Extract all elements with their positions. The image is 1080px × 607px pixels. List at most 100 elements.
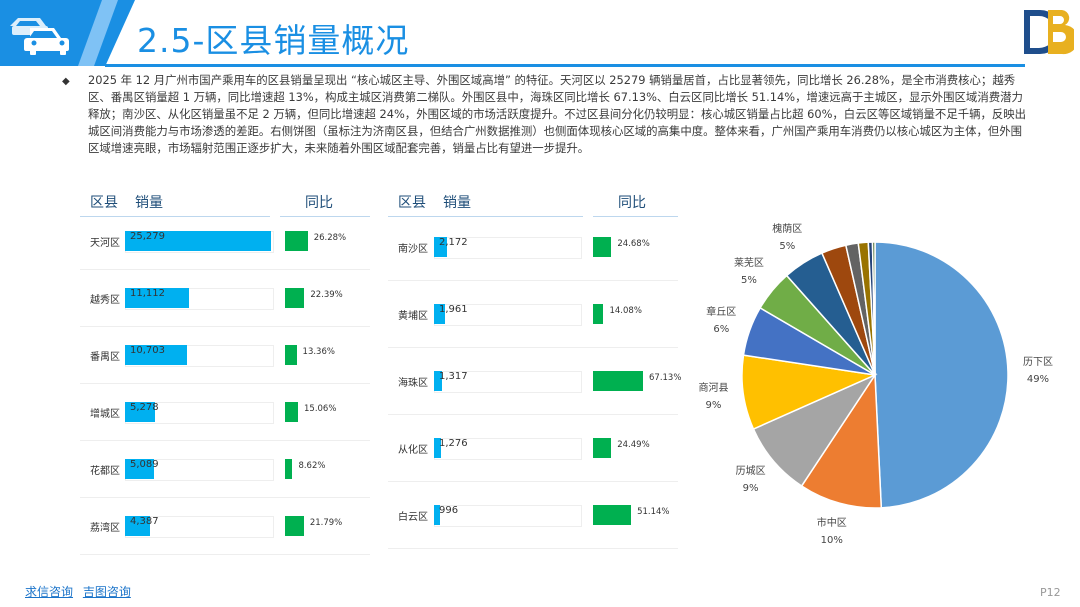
table-row: 南沙区 2,172 24.68%: [388, 232, 678, 281]
pie-slice: [871, 241, 876, 376]
pie-slice-label: 商河县 9%: [693, 380, 733, 414]
row-separator: [80, 496, 370, 498]
yoy-bar: [285, 231, 308, 251]
table-row: 增城区 5,278 15.06%: [80, 397, 370, 441]
district-name: 白云区: [398, 512, 428, 523]
sales-value: 10,703: [130, 345, 165, 356]
yoy-value: 67.13%: [649, 373, 682, 383]
sales-bar: [125, 516, 151, 536]
table-header: 区县 销量 同比: [388, 190, 678, 217]
pie-slice: [800, 372, 883, 509]
pie-slice-percent: 49%: [1026, 374, 1050, 386]
pie-svg: [741, 241, 1009, 509]
district-name: 南沙区: [398, 244, 428, 255]
yoy-bar: [593, 371, 643, 391]
bullet-icon: ◆: [62, 76, 70, 87]
pie-slice-percent: 5%: [779, 240, 796, 252]
pie-chart: 历下区 49% 市中区 10% 历城区 9% 商河县 9% 章丘区 6% 莱芜区 5% 槐荫区 5%: [698, 215, 1070, 560]
pie-slice-name: 商河县: [698, 382, 729, 394]
pie-slice-label: 槐荫区 5%: [767, 221, 807, 255]
sales-value: 1,276: [439, 438, 468, 449]
header-sales: 销量: [135, 195, 163, 211]
sales-value: 1,317: [439, 371, 468, 382]
header-underline-a: [388, 216, 583, 217]
district-table-left: 区县 销量 同比 天河区 25,279 26.28% 越秀区 11,112 22.39% 番…: [80, 190, 370, 555]
sales-bar: [125, 345, 187, 365]
footer-links: 求信咨询 吉图咨询: [25, 583, 137, 600]
sales-bar: [125, 459, 155, 479]
table-row: 黄埔区 1,961 14.08%: [388, 299, 678, 348]
pie-slice-name: 槐荫区: [772, 223, 803, 235]
sales-value: 996: [439, 505, 459, 516]
header-underline-b: [280, 216, 370, 217]
yoy-value: 22.39%: [310, 290, 343, 300]
yoy-value: 26.28%: [313, 233, 347, 243]
header-underline-b: [593, 216, 678, 217]
yoy-value: 13.36%: [302, 347, 335, 357]
yoy-bar: [593, 505, 632, 525]
yoy-value: 24.49%: [617, 440, 650, 450]
table-row: 荔湾区 4,387 21.79%: [80, 511, 370, 555]
pie-slice-percent: 9%: [705, 399, 722, 411]
pie-slice-name: 章丘区: [706, 306, 737, 318]
pie-slice-name: 历城区: [735, 466, 766, 478]
row-separator: [80, 382, 370, 384]
pie-slice: [874, 241, 1009, 509]
sales-bar: [434, 237, 447, 257]
header-yoy: 同比: [305, 195, 333, 211]
row-separator: [388, 547, 678, 549]
yoy-bar: [285, 288, 305, 308]
table-row: 从化区 1,276 24.49%: [388, 433, 678, 482]
footer-link-jitu[interactable]: 吉图咨询: [82, 585, 131, 599]
summary-paragraph: 2025 年 12 月广州市国产乘用车的区县销量呈现出 “核心城区主导、外围区域…: [88, 73, 1027, 155]
yoy-bar: [593, 304, 604, 324]
row-separator: [388, 413, 678, 415]
sales-value: 1,961: [439, 304, 468, 315]
district-name: 黄埔区: [398, 311, 428, 322]
table-row: 白云区 996 51.14%: [388, 500, 678, 549]
pie-slice-label: 章丘区 6%: [701, 304, 741, 338]
header-district: 区县: [398, 195, 426, 211]
header-underline: [105, 64, 1025, 67]
table-row: 番禺区 10,703 13.36%: [80, 340, 370, 384]
table-row: 海珠区 1,317 67.13%: [388, 366, 682, 415]
yoy-value: 15.06%: [304, 404, 337, 414]
sales-value: 11,112: [130, 288, 165, 299]
pie-slice-percent: 10%: [820, 535, 843, 547]
pie-slice-label: 莱芜区 5%: [729, 255, 769, 289]
sales-bar: [434, 438, 442, 458]
sales-bar: [125, 402, 156, 422]
header-underline-a: [80, 216, 270, 217]
yoy-bar: [593, 438, 612, 458]
district-name: 海珠区: [398, 378, 428, 389]
yoy-bar: [285, 459, 293, 479]
sales-bar: [125, 231, 271, 251]
district-table-right: 区县 销量 同比 南沙区 2,172 24.68% 黄埔区 1,961 14.08% 海珠区…: [388, 190, 682, 550]
sales-bar: [434, 371, 442, 391]
footer-link-qiuxin[interactable]: 求信咨询: [25, 585, 74, 599]
sales-value: 25,279: [130, 231, 165, 242]
sales-value: 5,278: [130, 402, 159, 413]
pie-slice-name: 市中区: [816, 518, 847, 530]
car-icon: [10, 18, 69, 55]
district-name: 番禺区: [90, 352, 120, 363]
pie-slice-percent: 9%: [742, 483, 759, 495]
brand-logo-icon: [1024, 10, 1074, 55]
yoy-bar: [285, 345, 297, 365]
district-name: 花都区: [90, 466, 120, 477]
district-name: 增城区: [90, 409, 120, 420]
pie-slice-label: 市中区 10%: [812, 515, 852, 549]
sales-bar: [434, 304, 446, 324]
yoy-value: 14.08%: [609, 306, 642, 316]
table-row: 天河区 25,279 26.28%: [80, 226, 370, 270]
sales-bar: [434, 505, 440, 525]
district-name: 从化区: [398, 445, 428, 456]
sales-bar: [125, 288, 190, 308]
district-name: 荔湾区: [90, 523, 120, 534]
row-separator: [388, 480, 678, 482]
page-number: P12: [1040, 586, 1061, 599]
district-name: 天河区: [90, 238, 120, 249]
header-sales: 销量: [443, 195, 471, 211]
row-separator: [388, 346, 678, 348]
header-district: 区县: [90, 195, 118, 211]
